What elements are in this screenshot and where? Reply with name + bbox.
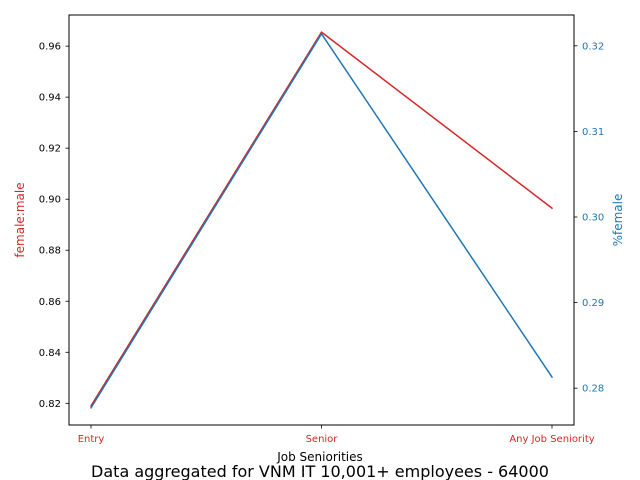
percent-female-line [89,33,554,409]
left-tick-label: 0.90 [39,195,61,206]
chart-title: Data aggregated for VNM IT 10,001+ emplo… [91,462,549,480]
left-y-axis-label: female:male [13,182,27,257]
right-tick-label: 0.28 [582,384,604,395]
right-axis-ticks: 0.28 0.29 0.30 0.31 0.32 [574,41,604,395]
x-tick-label: Any Job Seniority [509,434,594,445]
left-tick-label: 0.82 [39,399,61,410]
right-tick-label: 0.29 [582,298,604,309]
right-y-axis-label: %⁠female [611,194,625,247]
x-tick-label: Senior [306,434,339,445]
x-axis-label: Job Seniorities [276,450,363,464]
female-male-ratio-line [89,31,554,407]
left-tick-label: 0.92 [39,144,61,155]
right-tick-label: 0.30 [582,213,604,224]
left-tick-label: 0.88 [39,246,61,257]
plot-frame [68,14,575,426]
right-tick-label: 0.32 [582,41,604,52]
right-tick-label: 0.31 [582,127,604,138]
left-tick-label: 0.96 [39,42,61,53]
left-tick-label: 0.86 [39,297,61,308]
left-tick-label: 0.84 [39,348,61,359]
left-axis-ticks: 0.82 0.84 0.86 0.88 0.90 0.92 0.94 0.96 [39,42,69,410]
left-tick-label: 0.94 [39,93,61,104]
series-lines [89,31,554,409]
x-tick-label: Entry [78,434,105,445]
x-axis-ticks: Entry Senior Any Job Seniority [78,425,595,445]
